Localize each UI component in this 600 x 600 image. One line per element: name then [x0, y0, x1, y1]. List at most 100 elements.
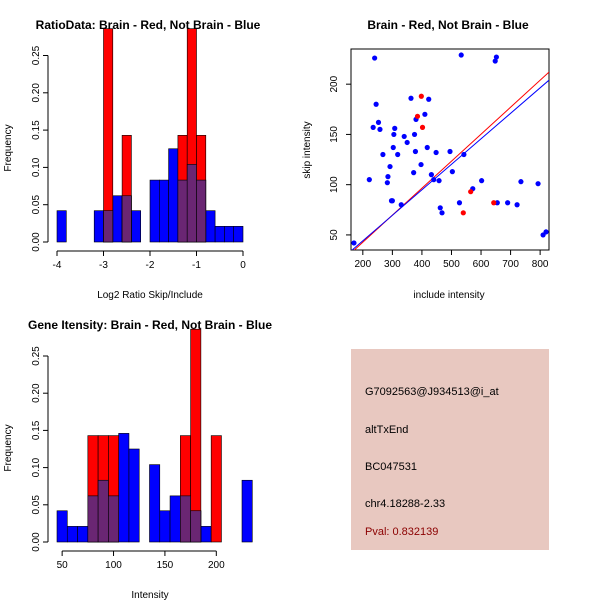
ratio-bar-notbrain-0: [56, 210, 67, 243]
genomic-location: chr4.18288-2.33: [365, 498, 446, 510]
ratio-bar-overlap-4: [121, 195, 132, 243]
ratio-bar-notbrain-12: [205, 210, 216, 243]
gene-bar-brain-4: [190, 328, 202, 543]
scatter-y-tick-label-0: 50: [329, 229, 340, 241]
gene-histogram-axes: 50 100 150 200 0.00 0.05 0.10 0.15 0.20 0.25: [31, 346, 225, 571]
ratio-y-tick-label-3: 0.15: [31, 120, 42, 140]
ratio-histogram: RatioData: Brain - Red, Not Brain - Blue…: [3, 18, 261, 301]
scatter-point-notbrain-23: [412, 148, 419, 155]
gene-y-tick-label-5: 0.25: [31, 346, 42, 366]
scatter-x-tick-label-6: 800: [532, 259, 549, 270]
ratio-y-tick-label-4: 0.20: [31, 83, 42, 103]
scatter-point-notbrain-1: [366, 177, 372, 183]
gene-histogram-title: Gene Itensity: Brain - Red, Not Brain - …: [28, 318, 272, 332]
ratio-histogram-ylabel: Frequency: [3, 124, 14, 171]
gene-bar-overlap-12: [190, 510, 202, 543]
gene-intensity-histogram: Gene Itensity: Brain - Red, Not Brain - …: [3, 318, 272, 600]
scatter-point-notbrain-22: [411, 131, 418, 138]
scatter-point-notbrain-39: [461, 151, 467, 158]
scatter-title: Brain - Red, Not Brain - Blue: [367, 18, 529, 32]
scatter-point-notbrain-47: [518, 179, 524, 185]
ratio-bar-notbrain-5: [131, 210, 141, 243]
scatter-point-brain-2: [419, 124, 426, 130]
scatter-point-notbrain-26: [422, 111, 428, 117]
scatter-x-tick-label-2: 400: [414, 259, 431, 270]
gene-y-tick-label-2: 0.10: [31, 457, 42, 477]
ratio-histogram-axes: -4 -3 -2 -1 0 0.00 0.05 0.10 0.15 0.20 0.25: [31, 45, 246, 271]
scatter-point-notbrain-0: [351, 240, 357, 246]
scatter-point-notbrain-45: [505, 200, 511, 206]
gene-bar-notbrain-2: [77, 526, 89, 543]
ratio-bar-notbrain-7: [159, 179, 169, 243]
ratio-y-tick-label-1: 0.05: [31, 195, 42, 215]
scatter-x-tick-label-3: 500: [443, 259, 460, 270]
ratio-histogram-bars: [56, 28, 244, 243]
scatter-point-notbrain-38: [458, 52, 464, 58]
scatter-point-notbrain-7: [380, 151, 386, 158]
ratio-x-tick-label-3: -1: [192, 260, 201, 271]
probe-id: G7092563@J934513@i_at: [365, 386, 499, 398]
ratio-bar-notbrain-6: [149, 179, 160, 243]
gene-x-tick-label-0: 50: [57, 560, 69, 571]
gene-bar-notbrain-7: [128, 448, 140, 543]
scatter-point-notbrain-14: [391, 131, 397, 138]
gene-bar-overlap-3: [87, 495, 99, 543]
ratio-bar-overlap-9: [177, 179, 188, 243]
ratio-bar-notbrain-14: [224, 226, 234, 243]
scatter-point-notbrain-30: [431, 177, 437, 183]
scatter-point-notbrain-25: [418, 161, 424, 168]
scatter-y-tick-label-3: 200: [329, 75, 340, 92]
scatter-point-notbrain-8: [384, 180, 390, 186]
gene-bar-notbrain-8: [149, 464, 161, 543]
scatter-point-notbrain-48: [535, 181, 541, 187]
scatter-ylabel: skip intensity: [302, 121, 313, 178]
ratio-histogram-xlabel: Log2 Ratio Skip/Include: [97, 290, 203, 301]
gene-y-tick-label-1: 0.05: [31, 495, 42, 515]
scatter-fit-line-1: [351, 79, 549, 250]
gene-bar-notbrain-1: [66, 526, 78, 543]
ratio-y-tick-label-2: 0.10: [31, 157, 42, 177]
accession: BC047531: [365, 461, 417, 473]
scatter-y-tick-label-2: 150: [329, 126, 340, 143]
scatter-point-notbrain-9: [385, 174, 391, 180]
scatter-point-notbrain-2: [370, 124, 376, 130]
gene-bar-overlap-4: [97, 479, 109, 543]
gene-bar-notbrain-9: [159, 510, 171, 543]
gene-bar-brain-5: [210, 435, 222, 543]
scatter-point-notbrain-50: [543, 229, 549, 235]
ratio-bar-notbrain-3: [112, 195, 123, 243]
ratio-x-tick-label-2: -2: [146, 260, 155, 271]
gene-histogram-bars: [56, 328, 253, 543]
scatter-point-notbrain-43: [493, 54, 499, 60]
scatter-x-tick-label-1: 300: [384, 259, 401, 270]
ratio-bar-overlap-10: [186, 164, 197, 243]
ratio-histogram-title: RatioData: Brain - Red, Not Brain - Blue: [36, 18, 261, 32]
scatter-y-tick-label-1: 100: [329, 176, 340, 193]
scatter-point-notbrain-42: [492, 58, 498, 64]
scatter-point-notbrain-6: [377, 126, 383, 132]
gene-bar-overlap-11: [180, 495, 191, 543]
scatter-axes: 200 300 400 500 600 700 800 50 100 150 200: [329, 75, 549, 270]
gene-bar-notbrain-10: [169, 495, 181, 543]
scatter-x-tick-label-5: 700: [502, 259, 519, 270]
scatter-point-notbrain-37: [456, 200, 463, 206]
scatter-point-notbrain-21: [411, 170, 417, 176]
gene-y-tick-label-4: 0.20: [31, 383, 42, 403]
scatter-point-notbrain-12: [389, 198, 395, 204]
gene-bar-notbrain-13: [200, 526, 212, 543]
scatter-point-notbrain-27: [424, 144, 430, 151]
scatter-point-notbrain-15: [392, 125, 398, 131]
scatter-point-notbrain-31: [433, 149, 439, 156]
scatter-point-notbrain-33: [437, 205, 443, 211]
gene-histogram-ylabel: Frequency: [3, 424, 14, 471]
scatter-point-notbrain-35: [447, 148, 453, 155]
scatter-point-notbrain-46: [514, 202, 520, 208]
scatter-point-notbrain-32: [436, 178, 442, 184]
scatter-point-notbrain-4: [373, 101, 379, 107]
ratio-y-tick-label-0: 0.00: [31, 232, 42, 252]
scatter-point-notbrain-13: [390, 144, 396, 151]
scatter-point-brain-4: [468, 189, 474, 195]
ratio-bar-notbrain-15: [233, 226, 244, 243]
scatter-point-notbrain-34: [439, 210, 445, 216]
